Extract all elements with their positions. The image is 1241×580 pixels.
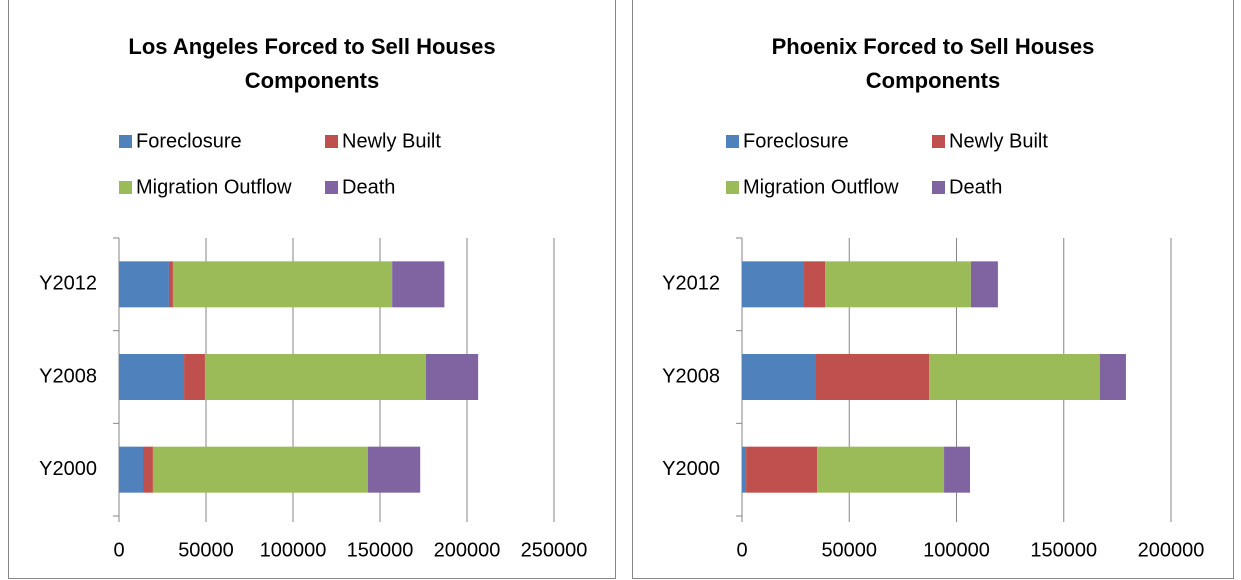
legend-swatch bbox=[119, 135, 132, 148]
bar-segment bbox=[168, 261, 173, 308]
legend-label: Migration Outflow bbox=[743, 176, 899, 198]
bar-segment bbox=[1100, 354, 1126, 400]
bar-segment bbox=[816, 354, 930, 400]
legend-swatch bbox=[726, 181, 739, 194]
bar-segment bbox=[152, 446, 368, 493]
x-tick-label: 0 bbox=[113, 539, 124, 561]
y-tick-label: Y2012 bbox=[39, 273, 97, 295]
bar-segment bbox=[742, 446, 747, 493]
bar-segment bbox=[367, 446, 421, 493]
bar-segment bbox=[742, 354, 817, 400]
bar-segment bbox=[742, 261, 804, 308]
y-tick-label: Y2000 bbox=[39, 458, 97, 480]
x-tick-label: 250000 bbox=[521, 539, 588, 561]
bar-segment bbox=[929, 354, 1101, 400]
x-tick-label: 50000 bbox=[821, 539, 877, 561]
x-tick-label: 150000 bbox=[347, 539, 414, 561]
chart-title: Phoenix Forced to Sell Houses Components bbox=[771, 34, 1095, 93]
legend-label: Newly Built bbox=[949, 130, 1048, 152]
bar-segment bbox=[204, 354, 426, 400]
legend-swatch bbox=[932, 135, 945, 148]
y-tick-label: Y2000 bbox=[662, 458, 720, 480]
bar-segment bbox=[392, 261, 445, 308]
x-tick-label: 200000 bbox=[434, 539, 501, 561]
bar-segment bbox=[184, 354, 205, 400]
y-tick-label: Y2012 bbox=[662, 273, 720, 295]
chart: Foreclosure Newly Built Migration Outflow D… bbox=[662, 130, 1205, 561]
chart-title: Los Angeles Forced to Sell Houses Compon… bbox=[128, 34, 496, 93]
bar-segment bbox=[746, 446, 818, 493]
legend-label: Newly Built bbox=[342, 130, 441, 152]
bar-segment bbox=[970, 261, 998, 308]
bar-segment bbox=[119, 446, 144, 493]
legend-swatch bbox=[726, 135, 739, 148]
bar-segment bbox=[803, 261, 826, 308]
x-tick-label: 150000 bbox=[1030, 539, 1097, 561]
bar-segment bbox=[143, 446, 153, 493]
y-tick-label: Y2008 bbox=[662, 365, 720, 387]
bar-segment bbox=[825, 261, 971, 308]
legend-label: Death bbox=[342, 176, 395, 198]
y-tick-label: Y2008 bbox=[39, 365, 97, 387]
bar-segment bbox=[425, 354, 479, 400]
bar-segment bbox=[119, 354, 185, 400]
x-tick-label: 200000 bbox=[1138, 539, 1205, 561]
x-tick-label: 0 bbox=[736, 539, 747, 561]
legend-swatch bbox=[325, 181, 338, 194]
legend-swatch bbox=[119, 181, 132, 194]
legend-label: Foreclosure bbox=[136, 130, 242, 152]
bar-segment bbox=[172, 261, 393, 308]
bar-segment bbox=[944, 446, 971, 493]
x-tick-label: 50000 bbox=[178, 539, 234, 561]
chart-panel: Phoenix Forced to Sell Houses Components… bbox=[632, 0, 1234, 579]
bar-segment bbox=[119, 261, 169, 308]
x-tick-label: 100000 bbox=[260, 539, 327, 561]
legend-label: Foreclosure bbox=[743, 130, 849, 152]
legend-swatch bbox=[932, 181, 945, 194]
legend-swatch bbox=[325, 135, 338, 148]
legend-label: Migration Outflow bbox=[136, 176, 292, 198]
legend-label: Death bbox=[949, 176, 1002, 198]
chart-panel: Los Angeles Forced to Sell Houses Compon… bbox=[8, 0, 616, 579]
chart: Foreclosure Newly Built Migration Outflow D… bbox=[39, 130, 588, 561]
x-tick-label: 100000 bbox=[923, 539, 990, 561]
bar-segment bbox=[817, 446, 945, 493]
